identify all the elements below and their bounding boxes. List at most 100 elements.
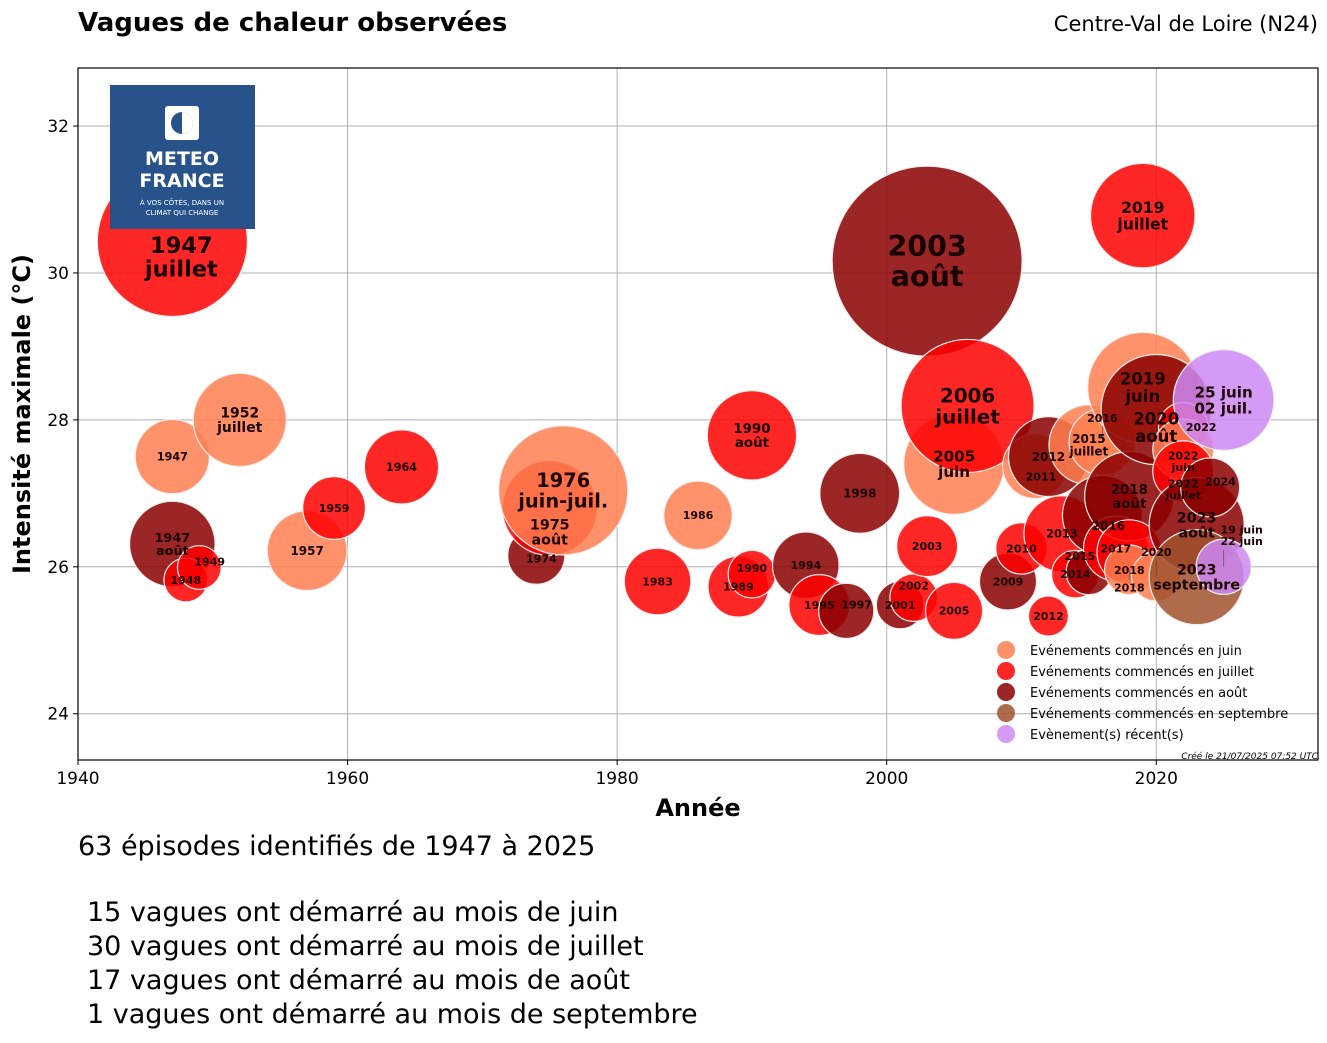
summary: 63 épisodes identifiés de 1947 à 2025 15… — [78, 830, 698, 1032]
bubble-label-2012-juillet: 2012 — [1033, 610, 1064, 623]
bubble-label: 1957 — [290, 544, 323, 558]
bubble-label-2012-aout: 2012 — [1032, 450, 1065, 464]
legend-label-aout: Evénements commencés en août — [1030, 686, 1247, 701]
legend-marker-recent — [997, 725, 1015, 743]
bubble-label: 2022 — [1186, 421, 1217, 434]
bubble-2025-recent — [1172, 349, 1275, 451]
bubble-label: 1995 — [804, 599, 835, 612]
bubble-label: 2012 — [1032, 450, 1065, 464]
bubble-label: 2018 — [1111, 483, 1148, 498]
bubble-label-2013-juillet: 2013 — [1046, 527, 1078, 541]
bubble-label: 2020 — [1141, 546, 1172, 559]
meteo-france-logo: METEO FRANCE À VOS CÔTÉS, DANS UN CLIMAT… — [110, 85, 255, 229]
bubble-2024-aout — [1180, 457, 1241, 518]
chart-title: Vagues de chaleur observées — [78, 8, 508, 38]
bubble-label: 1976 — [536, 469, 590, 492]
bubbles — [96, 162, 1275, 640]
x-tick-label: 1960 — [326, 769, 369, 789]
legend-marker-juin — [997, 641, 1015, 659]
bubble-label: 2016 — [1092, 519, 1125, 533]
bubble-2003-juillet — [896, 515, 959, 578]
bubble-label-1964-juillet: 1964 — [386, 461, 417, 474]
bubble-label: 2024 — [1205, 475, 1236, 488]
legend-label-recent: Evènement(s) récent(s) — [1030, 728, 1184, 743]
bubble-label-2005-juillet: 2005 — [939, 605, 970, 618]
bubble-label: 2018 — [1114, 582, 1145, 595]
x-tick-label: 1940 — [56, 769, 99, 789]
bubble-label: 2005 — [933, 447, 975, 465]
bubble-label-2009-aout: 2009 — [993, 575, 1024, 588]
bubble-2006-juillet — [900, 338, 1035, 474]
bubble-label: 2003 — [887, 230, 966, 263]
created-timestamp: Créé le 21/07/2025 07:52 UTC — [1181, 751, 1318, 762]
bubble-label-2016-juin: 2016 — [1087, 412, 1118, 425]
bubble-1952-juin — [192, 372, 287, 468]
bubble-1998-aout — [819, 452, 901, 534]
bubble-label: 1989 — [723, 580, 754, 593]
x-tick-label: 2000 — [865, 769, 908, 789]
region-label: Centre-Val de Loire (N24) — [1053, 12, 1318, 36]
bubble-label: 2003 — [912, 540, 943, 553]
bubble-label: 2023 — [1177, 563, 1217, 579]
bubble-1983-juillet — [623, 547, 692, 616]
bubble-label: 1952 — [220, 405, 259, 421]
bubble-label-1947-juin: 1947 — [157, 450, 188, 463]
legend-label-juin: Evénements commencés en juin — [1030, 644, 1242, 659]
x-tick-label: 1980 — [595, 769, 638, 789]
bubble-label-2022-juillet: 2022 — [1186, 421, 1217, 434]
bubble-label: août — [1179, 525, 1216, 541]
bubble-label: 2011 — [1026, 470, 1057, 483]
plot-frame — [77, 67, 1319, 761]
bubble-label-2015-aout: 2015 — [1065, 550, 1096, 563]
bubble-label-2002-juillet: 2002 — [898, 580, 929, 593]
bubble-label: 1974 — [526, 553, 557, 566]
bubble-label-2020-juin: 2020 — [1141, 546, 1172, 559]
legend-label-septembre: Evénements commencés en septembre — [1030, 707, 1288, 722]
bubble-label-1997-aout: 1997 — [841, 599, 872, 612]
bubble-label: 2001 — [885, 599, 916, 612]
bubble-label-2018-juin: 2018 — [1114, 582, 1145, 595]
bubble-label: 2023 — [1177, 510, 1217, 526]
bubble-label: 02 juil. — [1195, 399, 1253, 417]
bubble-label: 1949 — [194, 555, 225, 568]
label-leader-lines — [1088, 426, 1225, 581]
bubble-label: août — [735, 435, 770, 451]
bubble-label: 2015 — [1072, 432, 1105, 446]
x-tick-label: 2020 — [1135, 769, 1178, 789]
bubble-label: juillet — [1068, 444, 1108, 458]
x-axis-label: Année — [655, 794, 740, 822]
bubble-label: 2019 — [1120, 370, 1166, 389]
bubble-2019-juillet — [1089, 162, 1196, 269]
bubble-label: 2020 — [1133, 410, 1179, 429]
bubble-label: 2009 — [993, 575, 1024, 588]
bubble-label: août — [1135, 427, 1177, 446]
bubble-label-1949-juillet: 1949 — [194, 555, 225, 568]
bubble-1986-juin — [663, 480, 733, 551]
summary-line: 30 vagues ont démarré au mois de juillet — [87, 931, 644, 962]
bubble-label: 2015 — [1065, 550, 1096, 563]
bubble-label: 1994 — [791, 559, 822, 572]
bubble-label: juin — [1124, 387, 1160, 406]
bubble-1997-aout — [818, 582, 875, 640]
bubble-label-1948-juillet: 1948 — [171, 574, 202, 587]
y-tick-label: 28 — [47, 411, 69, 431]
bubble-label-2010-juillet: 2010 — [1006, 542, 1037, 555]
bubble-label: 2013 — [1046, 527, 1078, 541]
bubble-label: 1959 — [319, 502, 350, 515]
bubble-chart: METEO FRANCE À VOS CÔTÉS, DANS UN CLIMAT… — [8, 67, 1319, 822]
summary-head: 63 épisodes identifiés de 1947 à 2025 — [78, 831, 596, 862]
bubble-1959-juillet — [302, 476, 367, 540]
